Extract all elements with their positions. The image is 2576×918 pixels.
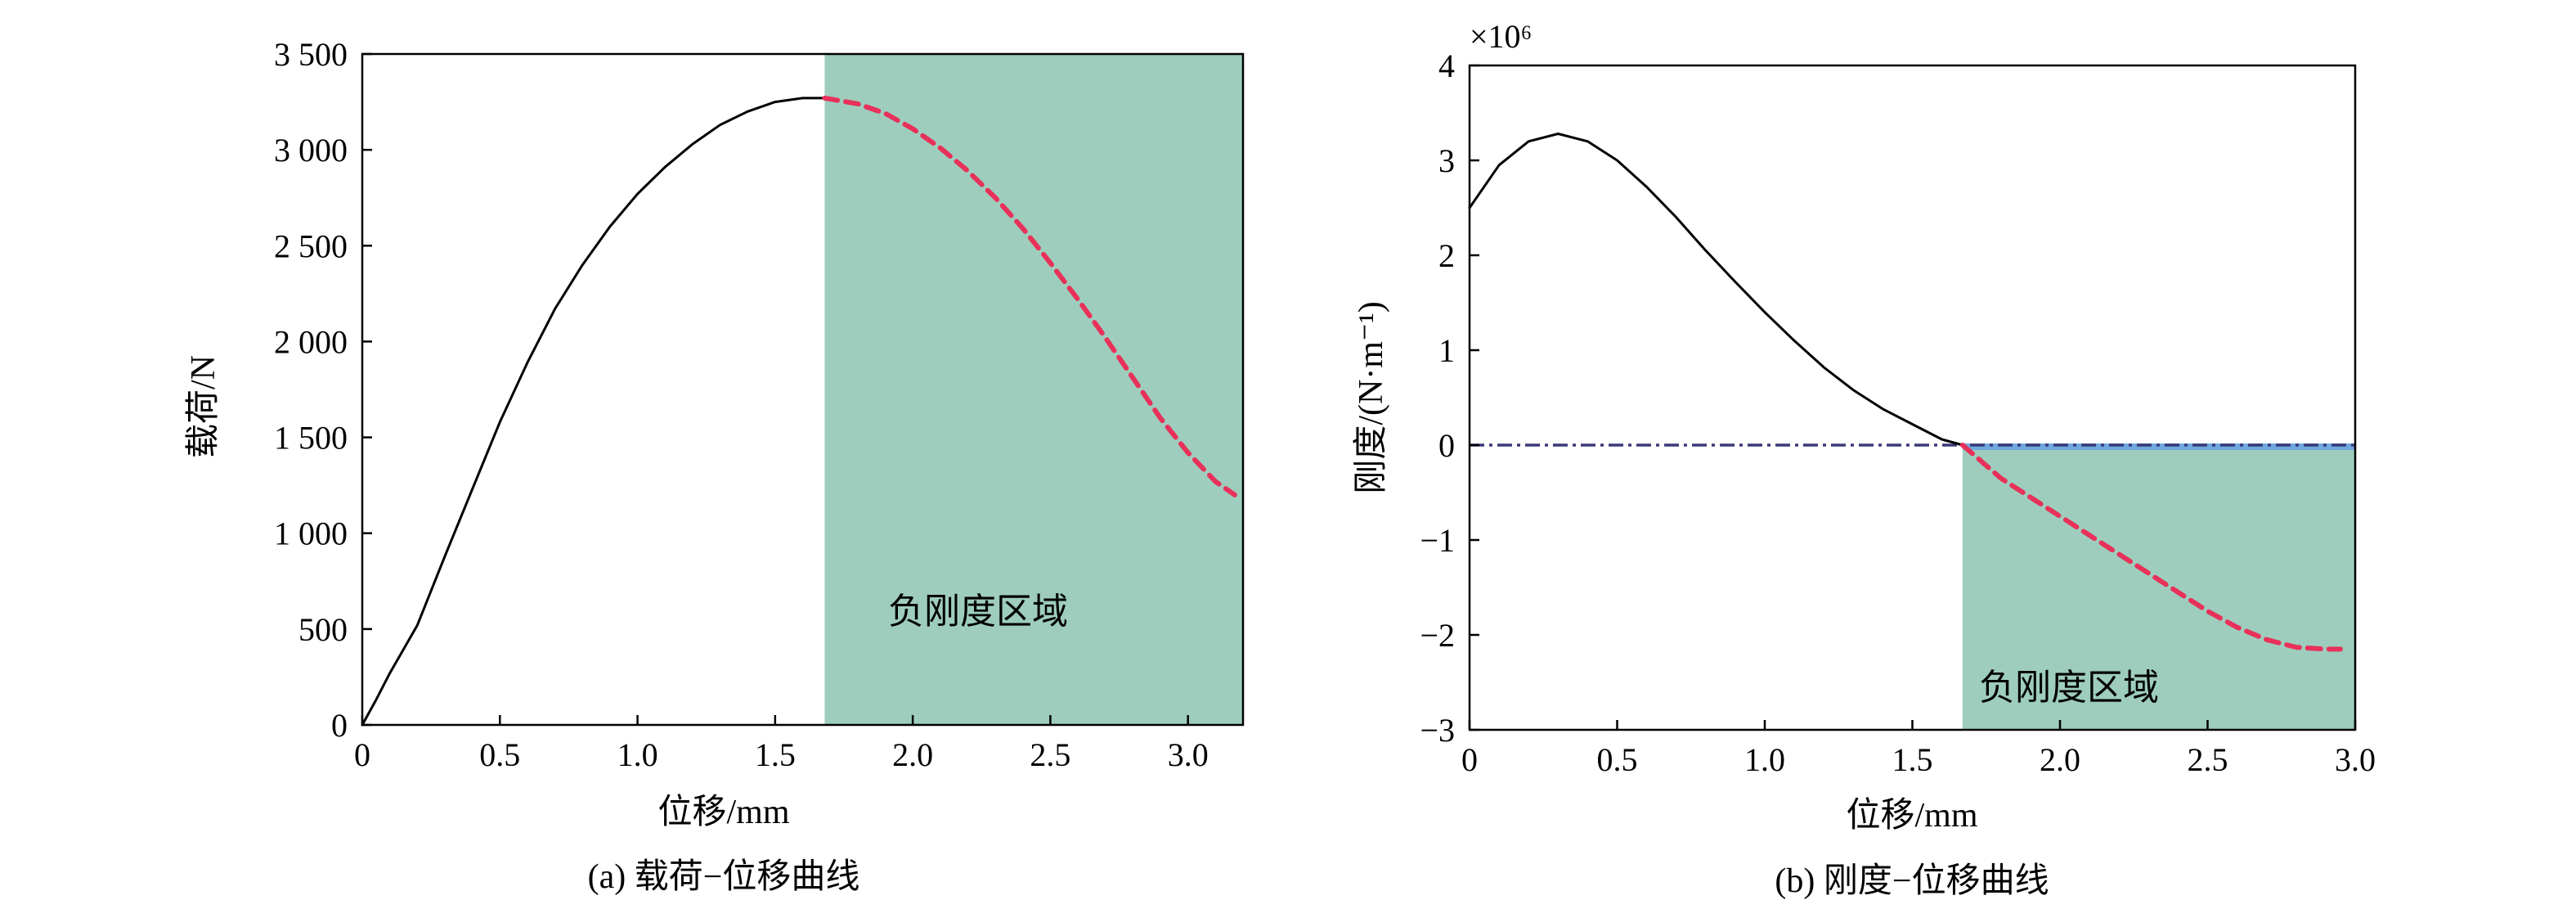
x-tick-label: 3.0	[2335, 741, 2376, 778]
y-tick-label: −1	[1420, 522, 1455, 559]
x-tick-label: 2.5	[2188, 741, 2228, 778]
y-tick-label: 1 500	[274, 420, 348, 457]
x-tick-label: 3.0	[1168, 736, 1209, 773]
dashed-series-line-a	[822, 95, 1237, 497]
x-tick-label: 2.5	[1030, 736, 1070, 773]
x-axis-label-a: 位移/mm	[657, 793, 789, 831]
y-axis-label-a: 载荷/N	[185, 355, 222, 458]
y-tick-label: 4	[1438, 47, 1455, 84]
x-tick-label: 2.0	[2040, 741, 2080, 778]
chart-panel-a: 0 0.5 1.0 1.5 2.0 2.5 3.0 0 500 1 000 1 500 2 000 2 …	[185, 36, 1245, 896]
y-tick-label: 0	[1438, 427, 1455, 464]
y-tick-label: −3	[1420, 712, 1455, 749]
y-tick-label: 3 000	[274, 132, 348, 169]
caption-a: (a) 载荷−位移曲线	[588, 857, 860, 896]
x-tick-label: 0.5	[1597, 741, 1638, 778]
y-tick-label: 1 000	[274, 515, 348, 552]
x-tick-label: 0.5	[479, 736, 520, 773]
y-axis-multiplier-b: ×10⁶	[1470, 18, 1533, 55]
x-axis-label-b: 位移/mm	[1846, 796, 1977, 835]
y-tick-label: 0	[331, 707, 348, 744]
x-tick-label: 1.0	[617, 736, 658, 773]
y-tick-label: 1	[1438, 332, 1455, 369]
solid-series-line-a	[361, 97, 826, 727]
x-tick-label: 2.0	[892, 736, 933, 773]
y-tick-label: 500	[298, 611, 348, 648]
x-tick-label: 0	[354, 736, 370, 773]
y-tick-label: 2	[1438, 237, 1455, 274]
x-tick-label: 0	[1461, 741, 1478, 778]
y-tick-label: −2	[1420, 617, 1455, 654]
negative-stiffness-region-a	[824, 54, 1243, 725]
region-label-b: 负刚度区域	[1979, 668, 2159, 708]
y-tick-label: 2 000	[274, 323, 348, 360]
y-tick-label: 3 500	[274, 36, 348, 73]
region-label-a: 负刚度区域	[888, 592, 1068, 632]
y-axis-label-b: 刚度/(N·m⁻¹)	[1353, 301, 1390, 493]
solid-series-line-b	[1468, 133, 1964, 447]
x-tick-label: 1.5	[755, 736, 796, 773]
plot-frame-a	[361, 52, 1245, 727]
negative-stiffness-region-b	[1962, 445, 2355, 730]
x-tick-label: 1.0	[1744, 741, 1785, 778]
caption-b: (b) 刚度−位移曲线	[1775, 862, 2049, 900]
chart-panel-b: 0 0.5 1.0 1.5 2.0 2.5 3.0 −3 −2 −1 0 1 2 3 4 位移/mm 刚度/…	[1353, 18, 2376, 900]
dashed-series-line-b	[1959, 443, 2343, 652]
x-tick-label: 1.5	[1892, 741, 1933, 778]
y-tick-label: 3	[1438, 142, 1455, 179]
y-tick-label: 2 500	[274, 227, 348, 264]
